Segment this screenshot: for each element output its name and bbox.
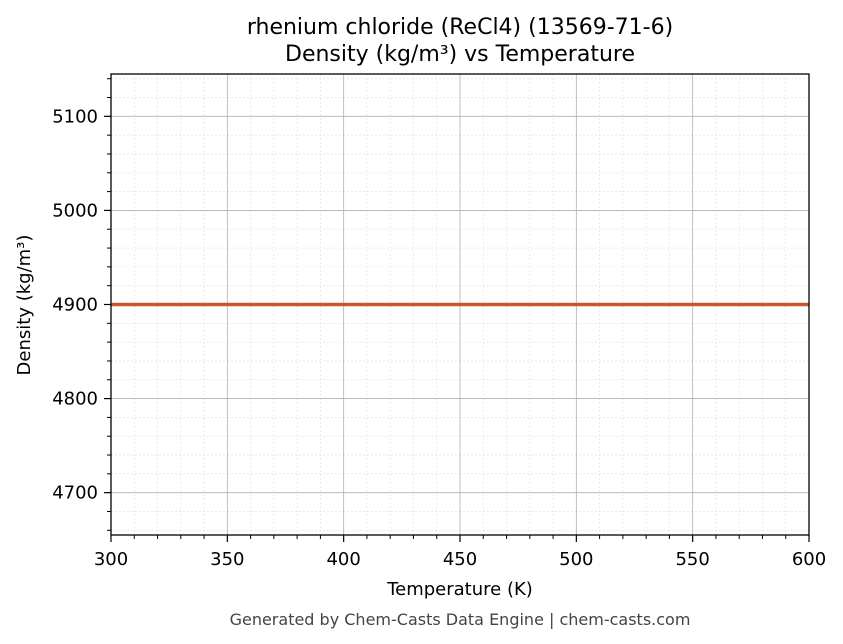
chart-subtitle: Density (kg/m³) vs Temperature: [285, 42, 635, 67]
y-axis-label: Density (kg/m³): [14, 235, 35, 376]
x-tick-label: 450: [443, 549, 477, 570]
x-tick-label: 300: [94, 549, 128, 570]
y-tick-label: 4800: [52, 389, 98, 410]
x-tick-label: 400: [326, 549, 360, 570]
chart-title: rhenium chloride (ReCl4) (13569-71-6): [247, 15, 673, 40]
x-axis-ticks: 300 350 400 450 500 550 600: [94, 535, 826, 570]
x-tick-label: 550: [675, 549, 709, 570]
x-tick-label: 350: [210, 549, 244, 570]
footer-credit: Generated by Chem-Casts Data Engine | ch…: [230, 610, 691, 629]
y-tick-label: 5000: [52, 200, 98, 221]
y-tick-label: 5100: [52, 106, 98, 127]
y-tick-label: 4700: [52, 483, 98, 504]
y-axis-ticks: 4700 4800 4900 5000 5100: [52, 78, 111, 531]
y-tick-label: 4900: [52, 295, 98, 316]
x-tick-label: 500: [559, 549, 593, 570]
x-axis-label: Temperature (K): [386, 579, 533, 600]
x-tick-label: 600: [792, 549, 826, 570]
